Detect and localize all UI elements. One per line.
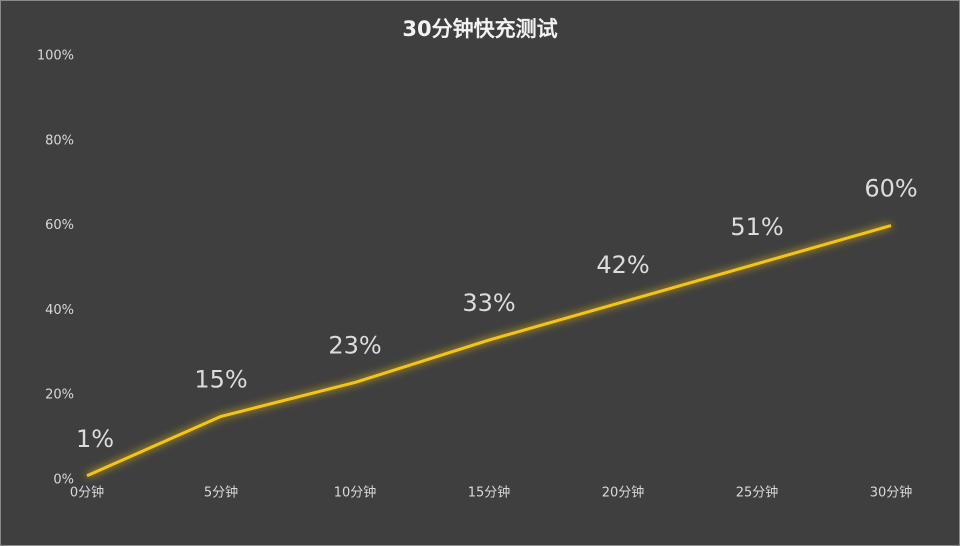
x-tick-label: 5分钟 — [204, 485, 238, 501]
y-tick-label: 40% — [45, 303, 74, 318]
value-label: 60% — [864, 175, 917, 203]
data-line — [86, 224, 892, 478]
chart-title: 30分钟快充测试 — [402, 17, 557, 41]
x-tick-label: 10分钟 — [334, 485, 377, 501]
y-tick-label: 20% — [45, 388, 74, 403]
value-label: 51% — [730, 213, 783, 241]
value-label: 33% — [462, 289, 515, 317]
x-tick-label: 30分钟 — [870, 485, 913, 501]
y-tick-label: 0% — [53, 473, 74, 488]
value-label: 42% — [596, 251, 649, 279]
x-tick-label: 25分钟 — [736, 485, 779, 501]
x-tick-label: 0分钟 — [70, 485, 104, 501]
x-tick-label: 20分钟 — [602, 485, 645, 501]
y-tick-label: 100% — [37, 49, 74, 64]
y-tick-label: 80% — [45, 133, 74, 148]
value-label: 15% — [194, 365, 247, 393]
x-tick-label: 15分钟 — [468, 485, 511, 501]
value-label: 23% — [328, 331, 381, 359]
value-label: 1% — [76, 425, 114, 453]
y-tick-label: 60% — [45, 218, 74, 233]
